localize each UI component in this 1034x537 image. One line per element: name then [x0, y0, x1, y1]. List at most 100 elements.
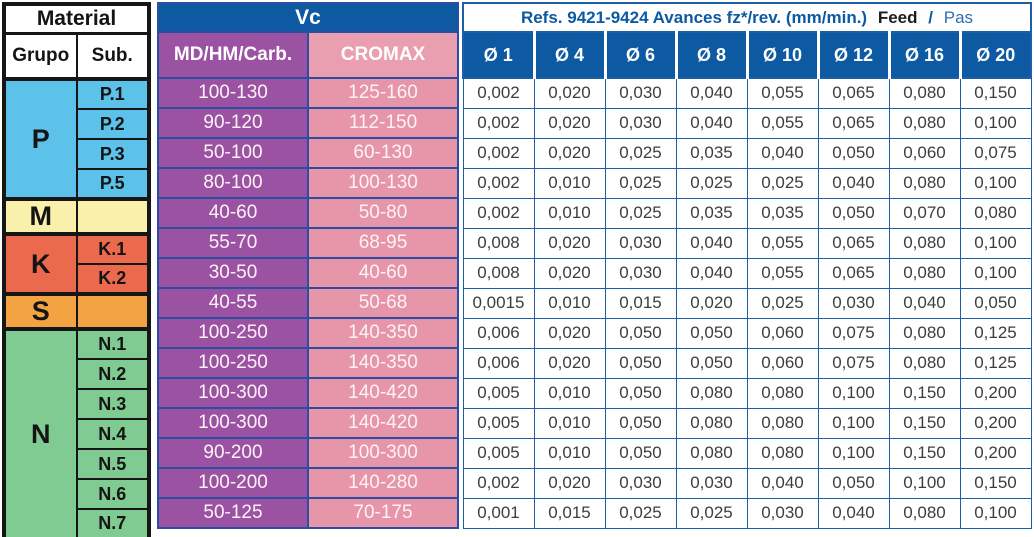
- feed-value-cell: 0,040: [888, 287, 961, 319]
- material-row: P P.1: [4, 77, 149, 199]
- feed-row: 0,002 0,010 0,025 0,025 0,025 0,040 0,080 0,100: [462, 167, 1032, 199]
- feed-value-cell: 0,002: [462, 167, 535, 199]
- vc-md-cell: 40-55: [157, 287, 309, 319]
- feed-value-cell: 0,125: [959, 317, 1032, 349]
- vc-cromax-cell: 100-130: [307, 167, 459, 199]
- vc-row: 100-300 140-420: [157, 407, 459, 439]
- pas-label: Pas: [943, 7, 974, 27]
- vc-row: 50-100 60-130: [157, 137, 459, 169]
- feed-value-cell: 0,010: [533, 377, 606, 409]
- feed-value-cell: 0,200: [959, 377, 1032, 409]
- feed-value-cell: 0,030: [604, 107, 677, 139]
- vc-row: 90-200 100-300: [157, 437, 459, 469]
- feed-value-cell: 0,040: [675, 77, 748, 109]
- vc-row: 100-200 140-280: [157, 467, 459, 499]
- feed-value-cell: 0,070: [888, 197, 961, 229]
- material-title: Material: [4, 4, 149, 35]
- feed-value-cell: 0,080: [675, 437, 748, 469]
- material-row: N.3: [4, 388, 149, 419]
- feed-value-cell: 0,100: [888, 467, 961, 499]
- feed-value-cell: 0,030: [817, 287, 890, 319]
- feed-value-cell: 0,050: [817, 467, 890, 499]
- feed-value-cell: 0,100: [817, 437, 890, 469]
- feed-value-cell: 0,150: [888, 407, 961, 439]
- vc-table: Vc MD/HM/Carb. CROMAX 100-130 125-160 90-1…: [157, 2, 459, 529]
- material-group-cell: P: [4, 77, 78, 199]
- feed-value-cell: 0,040: [675, 107, 748, 139]
- feed-row: 0,005 0,010 0,050 0,080 0,080 0,100 0,150 0,200: [462, 437, 1032, 469]
- feed-value-cell: 0,150: [959, 77, 1032, 109]
- material-row: P.2: [4, 108, 149, 139]
- feed-value-cell: 0,060: [746, 317, 819, 349]
- material-sub-cell: N.4: [76, 418, 149, 449]
- diameter-column-header: Ø 8: [674, 31, 749, 79]
- feed-value-cell: 0,035: [675, 197, 748, 229]
- feed-value-cell: 0,030: [604, 467, 677, 499]
- feed-value-cell: 0,030: [604, 227, 677, 259]
- feed-value-cell: 0,080: [888, 347, 961, 379]
- feed-table: Refs. 9421-9424 Avances fz*/rev. (mm/min…: [462, 2, 1032, 529]
- feed-value-cell: 0,040: [746, 467, 819, 499]
- feed-value-cell: 0,100: [959, 167, 1032, 199]
- cromax-column-header: CROMAX: [307, 31, 459, 79]
- feed-value-cell: 0,075: [817, 347, 890, 379]
- feed-refs-header: Refs. 9421-9424 Avances fz*/rev. (mm/min…: [462, 2, 1032, 33]
- feed-value-cell: 0,055: [746, 107, 819, 139]
- feed-value-cell: 0,005: [462, 437, 535, 469]
- feed-value-cell: 0,025: [746, 287, 819, 319]
- material-row: P.3: [4, 138, 149, 169]
- feed-value-cell: 0,008: [462, 257, 535, 289]
- vc-cromax-cell: 50-80: [307, 197, 459, 229]
- feed-value-cell: 0,025: [675, 497, 748, 529]
- feed-value-cell: 0,055: [746, 227, 819, 259]
- vc-md-cell: 55-70: [157, 227, 309, 259]
- feed-value-cell: 0,080: [888, 107, 961, 139]
- diameter-column-header: Ø 12: [816, 31, 891, 79]
- feed-value-cell: 0,002: [462, 107, 535, 139]
- feed-value-cell: 0,025: [604, 497, 677, 529]
- material-sub-cell: K.1: [76, 232, 149, 264]
- material-row: N.4: [4, 418, 149, 449]
- md-hm-carb-column-header: MD/HM/Carb.: [157, 31, 309, 79]
- material-row: N.7: [4, 508, 149, 537]
- feed-value-cell: 0,020: [533, 467, 606, 499]
- sub-column-header: Sub.: [76, 33, 149, 81]
- material-row: P.5: [4, 168, 149, 199]
- vc-cromax-cell: 125-160: [307, 77, 459, 109]
- feed-value-cell: 0,065: [817, 107, 890, 139]
- vc-row: 90-120 112-150: [157, 107, 459, 139]
- material-group-cell: K: [4, 232, 78, 294]
- material-group-cell: M: [4, 197, 78, 234]
- feed-value-cell: 0,055: [746, 77, 819, 109]
- feed-value-cell: 0,065: [817, 227, 890, 259]
- feed-value-cell: 0,030: [675, 467, 748, 499]
- feed-value-cell: 0,060: [888, 137, 961, 169]
- feed-row: 0,005 0,010 0,050 0,080 0,080 0,100 0,150 0,200: [462, 407, 1032, 439]
- material-row: K.2: [4, 263, 149, 294]
- feed-row: 0,008 0,020 0,030 0,040 0,055 0,065 0,080 0,100: [462, 227, 1032, 259]
- feed-row: 0,008 0,020 0,030 0,040 0,055 0,065 0,080 0,100: [462, 257, 1032, 289]
- feed-value-cell: 0,080: [959, 197, 1032, 229]
- grupo-column-header: Grupo: [4, 33, 78, 81]
- feed-value-cell: 0,002: [462, 467, 535, 499]
- md-hm-label: MD/HM/: [173, 44, 244, 65]
- vc-row: 80-100 100-130: [157, 167, 459, 199]
- vc-cromax-cell: 40-60: [307, 257, 459, 289]
- refs-title-text: Refs. 9421-9424 Avances fz*/rev. (mm/min…: [520, 7, 868, 27]
- vc-title: Vc: [158, 3, 458, 32]
- material-sub-cell: [76, 197, 149, 234]
- feed-value-cell: 0,020: [675, 287, 748, 319]
- feed-value-cell: 0,010: [533, 437, 606, 469]
- material-row: S: [4, 292, 149, 329]
- feed-value-cell: 0,002: [462, 197, 535, 229]
- feed-row: 0,002 0,020 0,030 0,040 0,055 0,065 0,080 0,150: [462, 77, 1032, 109]
- feed-value-cell: 0,015: [604, 287, 677, 319]
- material-sub-cell: K.2: [76, 263, 149, 294]
- feed-value-cell: 0,008: [462, 227, 535, 259]
- material-row: K K.1: [4, 232, 149, 294]
- vc-cromax-cell: 100-300: [307, 437, 459, 469]
- material-sub-cell: N.2: [76, 358, 149, 389]
- feed-value-cell: 0,080: [675, 377, 748, 409]
- feed-value-cell: 0,100: [959, 497, 1032, 529]
- feed-value-cell: 0,150: [959, 467, 1032, 499]
